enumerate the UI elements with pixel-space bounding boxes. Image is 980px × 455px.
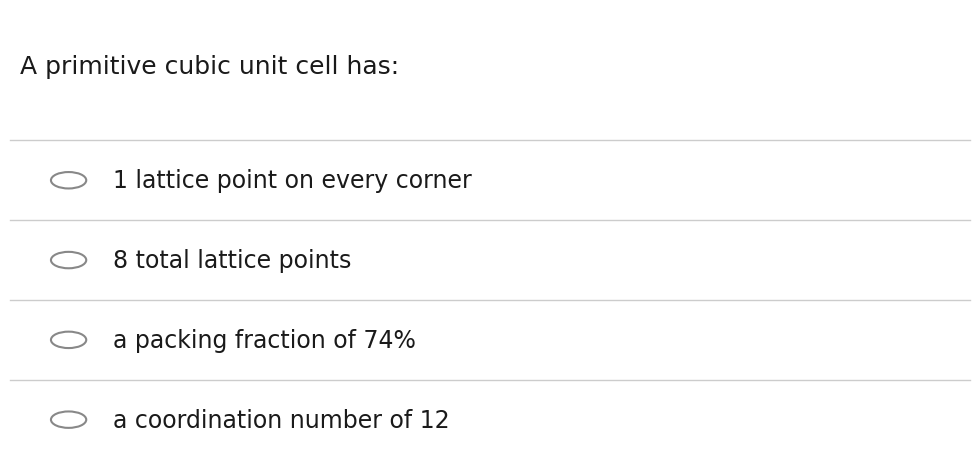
Text: 1 lattice point on every corner: 1 lattice point on every corner	[113, 169, 471, 193]
Text: a packing fraction of 74%: a packing fraction of 74%	[113, 328, 416, 352]
Text: 8 total lattice points: 8 total lattice points	[113, 248, 351, 273]
Text: A primitive cubic unit cell has:: A primitive cubic unit cell has:	[20, 55, 399, 79]
Text: a coordination number of 12: a coordination number of 12	[113, 408, 449, 432]
